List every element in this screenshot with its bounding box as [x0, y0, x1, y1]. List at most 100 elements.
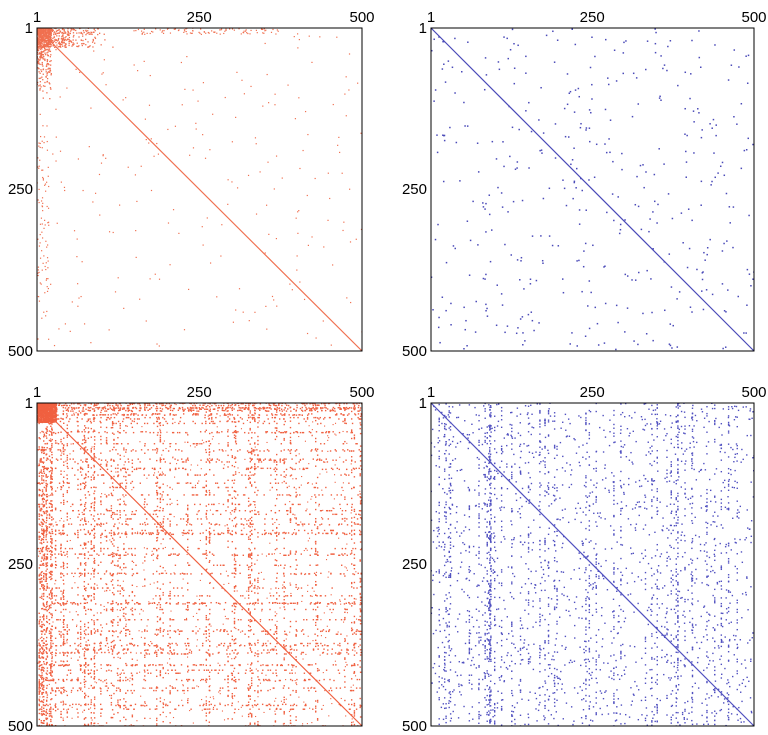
matrix-entry [247, 174, 250, 177]
matrix-entry [619, 228, 622, 231]
matrix-entry [360, 651, 362, 654]
matrix-entry [506, 325, 509, 327]
matrix-entry [164, 461, 167, 463]
matrix-entry [141, 32, 144, 34]
matrix-entry [47, 31, 49, 33]
matrix-entry [175, 642, 177, 645]
matrix-entry [41, 206, 44, 208]
matrix-entry [193, 664, 196, 666]
matrix-entry [38, 165, 40, 167]
matrix-entry [62, 529, 64, 532]
matrix-entry [132, 573, 135, 575]
matrix-entry [70, 406, 73, 409]
matrix-entry [46, 125, 48, 127]
matrix-entry [268, 403, 270, 405]
matrix-entry [261, 608, 263, 611]
matrix-entry [581, 290, 583, 293]
matrix-entry [217, 407, 219, 409]
matrix-entry [454, 37, 456, 40]
matrix-entry [143, 503, 146, 506]
matrix-entry [316, 595, 318, 597]
matrix-entry [98, 173, 101, 176]
matrix-entry [241, 410, 243, 412]
matrix-entry [50, 72, 52, 75]
matrix-entry [43, 564, 45, 566]
matrix-entry [256, 494, 258, 496]
matrix-entry [37, 482, 39, 484]
matrix-entry [216, 708, 218, 710]
matrix-entry [38, 503, 41, 506]
matrix-entry [118, 431, 121, 434]
matrix-entry [192, 147, 195, 149]
matrix-entry [77, 283, 79, 285]
matrix-entry [37, 166, 39, 168]
matrix-entry [491, 229, 493, 231]
matrix-entry [281, 664, 284, 667]
matrix-entry [509, 155, 511, 158]
matrix-entry [219, 533, 221, 536]
matrix-entry [141, 30, 143, 32]
matrix-entry [43, 449, 46, 451]
matrix-entry [289, 708, 292, 711]
matrix-entry [328, 629, 331, 631]
matrix-entry [77, 158, 80, 160]
matrix-entry [251, 672, 253, 674]
matrix-entry [216, 431, 218, 434]
matrix-entry [149, 431, 151, 434]
matrix-entry [529, 283, 532, 285]
matrix-entry [85, 44, 87, 46]
matrix-entry [91, 547, 94, 550]
matrix-entry [269, 679, 271, 682]
matrix-entry [139, 523, 142, 525]
matrix-entry [134, 554, 136, 556]
matrix-entry [208, 689, 211, 692]
matrix-entry [199, 532, 202, 535]
matrix-entry [47, 221, 50, 223]
matrix-entry [81, 431, 83, 433]
matrix-entry [43, 55, 45, 58]
matrix-entry [238, 678, 240, 681]
matrix-entry [110, 414, 112, 416]
matrix-entry [604, 143, 606, 145]
matrix-entry [169, 602, 171, 605]
matrix-entry [147, 619, 149, 621]
matrix-entry [351, 503, 353, 506]
matrix-entry [158, 595, 161, 597]
matrix-entry [275, 33, 277, 35]
matrix-entry [49, 67, 51, 70]
matrix-entry [119, 554, 121, 556]
matrix-entry [579, 126, 582, 129]
matrix-entry [304, 678, 306, 681]
matrix-entry [97, 474, 99, 476]
matrix-entry [248, 406, 250, 409]
matrix-entry [447, 60, 450, 62]
matrix-entry [227, 486, 229, 489]
matrix-entry [60, 554, 63, 556]
matrix-entry [357, 406, 360, 409]
matrix-entry [159, 474, 161, 476]
matrix-entry [552, 30, 554, 33]
matrix-entry [247, 555, 250, 557]
matrix-entry [431, 49, 433, 52]
matrix-entry [64, 664, 67, 666]
matrix-entry [167, 633, 169, 635]
matrix-entry [120, 603, 123, 605]
matrix-entry [326, 645, 329, 647]
matrix-entry [727, 289, 729, 291]
matrix-entry [294, 450, 297, 452]
matrix-entry [269, 482, 272, 484]
matrix-entry [93, 403, 96, 405]
matrix-entry [43, 39, 46, 41]
matrix-entry [486, 307, 488, 310]
matrix-entry [98, 649, 100, 651]
matrix-entry [40, 69, 42, 71]
matrix-entry [304, 404, 306, 407]
matrix-entry [141, 533, 143, 536]
matrix-entry [183, 573, 185, 575]
matrix-entry [71, 678, 73, 681]
matrix-entry [138, 409, 141, 412]
matrix-entry [330, 553, 332, 555]
x-tick-label: 500 [741, 9, 766, 26]
matrix-entry [464, 125, 466, 127]
matrix-entry [603, 266, 605, 268]
